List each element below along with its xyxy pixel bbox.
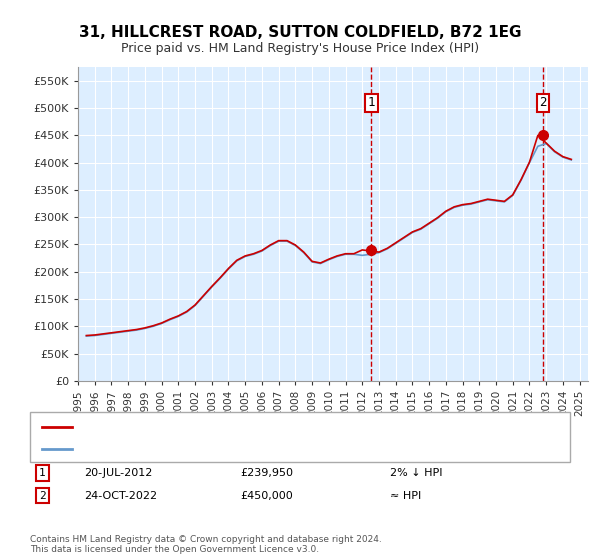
Text: 20-JUL-2012: 20-JUL-2012 <box>84 468 152 478</box>
Text: 2: 2 <box>539 96 547 109</box>
Text: HPI: Average price, detached house, Birmingham: HPI: Average price, detached house, Birm… <box>84 444 341 454</box>
Text: 24-OCT-2022: 24-OCT-2022 <box>84 491 157 501</box>
Text: 31, HILLCREST ROAD, SUTTON COLDFIELD, B72 1EG: 31, HILLCREST ROAD, SUTTON COLDFIELD, B7… <box>79 25 521 40</box>
Text: 31, HILLCREST ROAD, SUTTON COLDFIELD, B72 1EG (detached house): 31, HILLCREST ROAD, SUTTON COLDFIELD, B7… <box>84 421 451 431</box>
Text: ≈ HPI: ≈ HPI <box>390 491 421 501</box>
Text: £450,000: £450,000 <box>240 491 293 501</box>
Text: 1: 1 <box>368 96 375 109</box>
Text: 1: 1 <box>39 468 46 478</box>
Text: 2: 2 <box>39 491 46 501</box>
Text: Price paid vs. HM Land Registry's House Price Index (HPI): Price paid vs. HM Land Registry's House … <box>121 42 479 55</box>
Text: 2% ↓ HPI: 2% ↓ HPI <box>390 468 443 478</box>
Text: £239,950: £239,950 <box>240 468 293 478</box>
Text: Contains HM Land Registry data © Crown copyright and database right 2024.
This d: Contains HM Land Registry data © Crown c… <box>30 535 382 554</box>
